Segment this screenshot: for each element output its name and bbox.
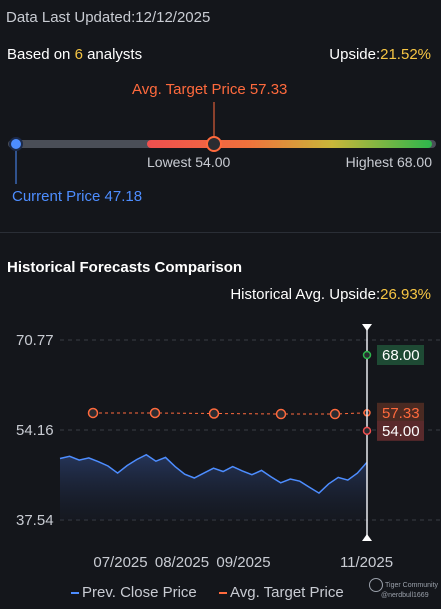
crosshair-bottom-arrow xyxy=(362,534,372,541)
legend-prev-close[interactable]: Prev. Close Price xyxy=(71,584,197,601)
historical-avg-upside-value: 26.93% xyxy=(380,286,431,303)
annotation-label: 68.00 xyxy=(382,347,420,364)
annotation-box xyxy=(377,345,424,366)
annotation-label: 54.00 xyxy=(382,423,420,440)
upside-value: 21.52% xyxy=(380,46,431,63)
price-area xyxy=(60,454,367,520)
x-tick-label: 08/2025 xyxy=(155,554,209,571)
y-tick-label: 37.54 xyxy=(16,512,54,529)
legend-avg-target[interactable]: Avg. Target Price xyxy=(219,584,344,601)
analyst-count: Based on 6 analysts xyxy=(7,46,143,63)
crosshair-top-arrow xyxy=(362,324,372,331)
annotation-label: 57.33 xyxy=(382,405,420,422)
highest-label: Highest 68.00 xyxy=(345,154,432,170)
annotation-box xyxy=(377,402,424,423)
avg-target-point xyxy=(329,408,341,420)
x-tick-label: 07/2025 xyxy=(93,554,147,571)
section-divider xyxy=(0,232,441,233)
upside: Upside:21.52% xyxy=(329,46,431,63)
data-last-updated: Data Last Updated:12/12/2025 xyxy=(6,9,211,26)
analyst-count-value: 6 xyxy=(74,46,83,63)
crosshair-point xyxy=(362,426,372,436)
avg-target-point xyxy=(149,407,161,419)
x-tick-label: 09/2025 xyxy=(216,554,270,571)
current-price-label: Current Price 47.18 xyxy=(12,188,143,205)
annotation-box xyxy=(377,420,424,441)
crosshair-point xyxy=(362,350,372,360)
historical-avg-upside: Historical Avg. Upside:26.93% xyxy=(230,286,431,303)
x-tick-label: 11/2025 xyxy=(340,554,393,571)
avg-target-point xyxy=(87,407,99,419)
legend-prev-close-swatch xyxy=(71,592,79,595)
watermark: Tiger Community @nerdbull1669 xyxy=(369,578,438,599)
avg-target-marker xyxy=(206,136,222,152)
lowest-label: Lowest 54.00 xyxy=(147,154,231,170)
avg-target-price-label: Avg. Target Price 57.33 xyxy=(132,81,288,98)
y-tick-label: 54.16 xyxy=(16,422,54,439)
avg-target-point xyxy=(208,408,220,419)
avg-target-line xyxy=(93,412,368,415)
avg-target-point xyxy=(275,408,287,420)
historical-title: Historical Forecasts Comparison xyxy=(7,259,243,276)
legend-avg-target-swatch xyxy=(219,592,227,595)
y-tick-label: 70.77 xyxy=(16,332,54,349)
price-line xyxy=(59,453,368,495)
current-price-marker xyxy=(9,137,23,151)
watermark-logo-icon xyxy=(369,578,383,592)
